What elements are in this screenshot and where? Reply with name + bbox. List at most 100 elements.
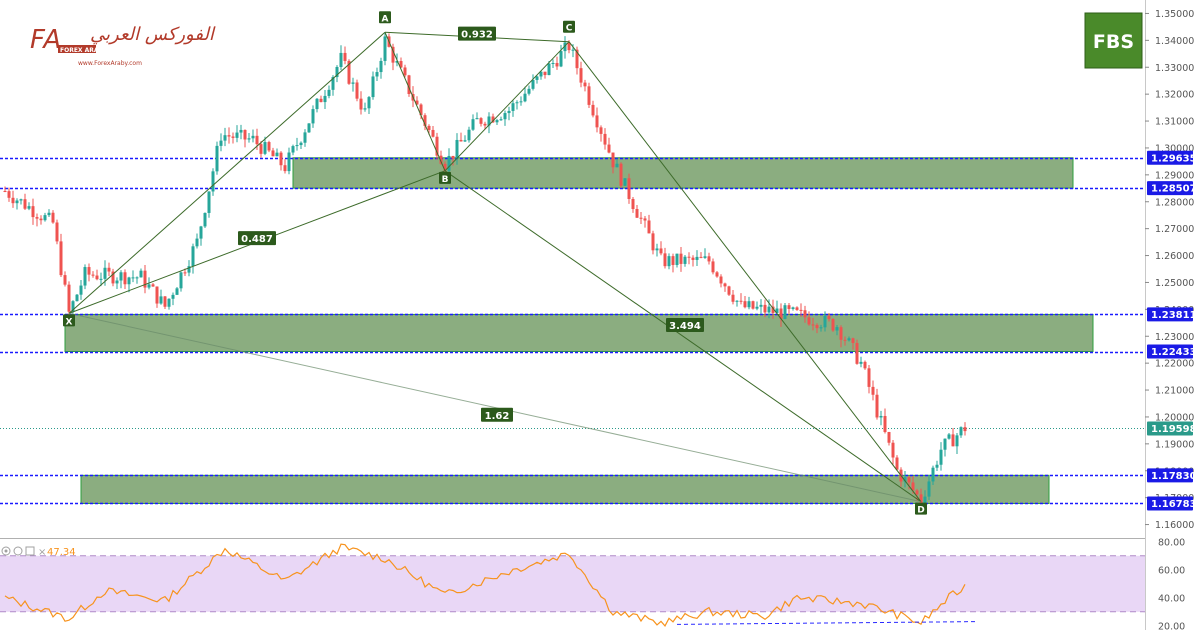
candle-body[interactable] <box>571 49 575 51</box>
candle-body[interactable] <box>791 307 795 309</box>
support-resistance-zone-3[interactable] <box>80 474 1050 504</box>
candle-body[interactable] <box>451 155 455 159</box>
candle-body[interactable] <box>467 129 471 141</box>
candle-body[interactable] <box>835 327 839 331</box>
candle-body[interactable] <box>319 98 323 103</box>
candle-body[interactable] <box>263 142 267 154</box>
candle-body[interactable] <box>279 152 283 166</box>
candle-body[interactable] <box>679 253 683 264</box>
candle-body[interactable] <box>735 300 739 302</box>
candle-body[interactable] <box>879 415 883 418</box>
candle-body[interactable] <box>771 306 775 313</box>
candle-body[interactable] <box>759 304 763 307</box>
candle-body[interactable] <box>123 272 127 285</box>
candle-body[interactable] <box>43 215 47 221</box>
candle-body[interactable] <box>363 108 367 110</box>
candle-body[interactable] <box>79 285 83 295</box>
candle-body[interactable] <box>523 93 527 102</box>
candle-body[interactable] <box>839 327 843 340</box>
candle-body[interactable] <box>423 115 427 126</box>
candle-body[interactable] <box>7 191 11 198</box>
candle-body[interactable] <box>591 104 595 116</box>
candle-body[interactable] <box>295 145 299 147</box>
candle-body[interactable] <box>859 361 863 364</box>
candle-body[interactable] <box>655 248 659 251</box>
candle-body[interactable] <box>923 496 927 504</box>
candle-body[interactable] <box>483 123 487 126</box>
candle-body[interactable] <box>419 104 423 116</box>
candle-body[interactable] <box>599 127 603 134</box>
candle-body[interactable] <box>359 98 363 110</box>
candle-body[interactable] <box>311 109 315 124</box>
candle-body[interactable] <box>931 467 935 482</box>
candle-body[interactable] <box>95 275 99 280</box>
candle-body[interactable] <box>911 482 915 491</box>
candle-body[interactable] <box>767 306 771 313</box>
candle-body[interactable] <box>139 270 143 278</box>
candle-body[interactable] <box>703 256 707 258</box>
candle-body[interactable] <box>491 116 495 123</box>
candle-body[interactable] <box>831 319 835 331</box>
candle-body[interactable] <box>915 490 919 495</box>
candle-body[interactable] <box>15 200 19 204</box>
pattern-line-ab[interactable] <box>384 32 446 172</box>
candle-body[interactable] <box>307 123 311 133</box>
candle-body[interactable] <box>375 72 379 77</box>
candle-body[interactable] <box>683 256 687 264</box>
candle-body[interactable] <box>179 272 183 289</box>
candle-body[interactable] <box>119 272 123 281</box>
candle-body[interactable] <box>827 315 831 320</box>
candle-body[interactable] <box>807 317 811 325</box>
candle-body[interactable] <box>507 110 511 114</box>
candle-body[interactable] <box>463 140 467 142</box>
candle-body[interactable] <box>227 135 231 137</box>
candle-body[interactable] <box>647 220 651 234</box>
candle-body[interactable] <box>347 60 351 84</box>
candle-body[interactable] <box>775 308 779 313</box>
candle-body[interactable] <box>787 305 791 309</box>
candle-body[interactable] <box>255 135 259 145</box>
candle-body[interactable] <box>71 301 75 312</box>
candle-body[interactable] <box>651 233 655 251</box>
candle-body[interactable] <box>727 286 731 295</box>
candle-body[interactable] <box>207 191 211 213</box>
candle-body[interactable] <box>687 256 691 258</box>
candle-body[interactable] <box>315 98 319 110</box>
candle-body[interactable] <box>19 199 23 201</box>
candle-body[interactable] <box>743 301 747 308</box>
candle-body[interactable] <box>631 198 635 210</box>
candle-body[interactable] <box>763 304 767 313</box>
candle-body[interactable] <box>187 266 191 273</box>
candle-body[interactable] <box>563 42 567 52</box>
candle-body[interactable] <box>159 296 163 304</box>
candle-body[interactable] <box>907 477 911 483</box>
candle-body[interactable] <box>867 368 871 387</box>
candle-body[interactable] <box>31 206 35 218</box>
candle-body[interactable] <box>947 434 951 439</box>
candle-body[interactable] <box>75 294 79 302</box>
candle-body[interactable] <box>99 278 103 280</box>
candle-body[interactable] <box>3 190 7 192</box>
candle-body[interactable] <box>875 394 879 418</box>
candle-body[interactable] <box>699 256 703 258</box>
candle-body[interactable] <box>435 136 439 156</box>
candle-body[interactable] <box>531 79 535 89</box>
eye-icon[interactable] <box>1 546 11 556</box>
candle-body[interactable] <box>303 132 307 143</box>
candle-body[interactable] <box>751 301 755 309</box>
candle-body[interactable] <box>343 52 347 61</box>
candle-body[interactable] <box>27 206 31 209</box>
candle-body[interactable] <box>367 97 371 109</box>
candle-body[interactable] <box>815 324 819 329</box>
candle-body[interactable] <box>851 338 855 343</box>
candle-body[interactable] <box>103 267 107 279</box>
candle-body[interactable] <box>919 494 923 504</box>
candle-body[interactable] <box>663 253 667 267</box>
candle-body[interactable] <box>91 274 95 276</box>
candle-body[interactable] <box>135 277 139 279</box>
candle-body[interactable] <box>951 434 955 447</box>
candle-body[interactable] <box>887 432 891 443</box>
candle-body[interactable] <box>883 415 887 433</box>
candle-body[interactable] <box>11 197 15 204</box>
candle-body[interactable] <box>643 218 647 221</box>
